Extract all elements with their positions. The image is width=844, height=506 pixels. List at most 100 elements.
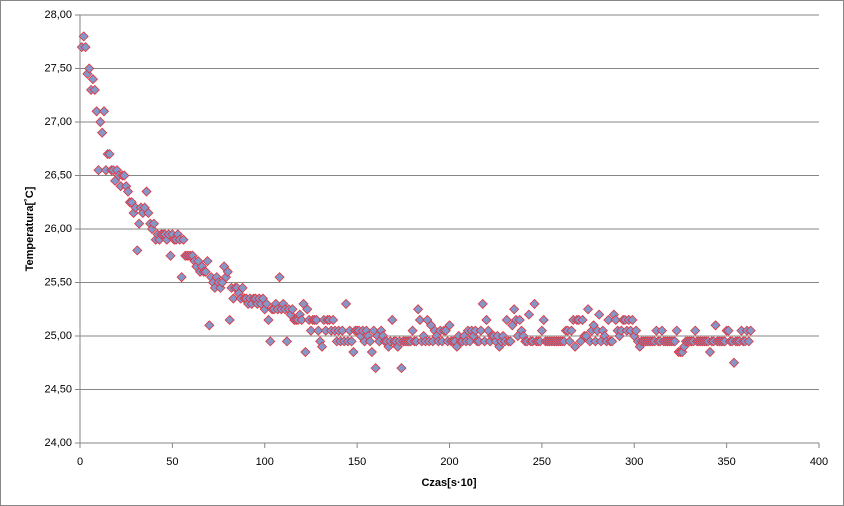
y-tick-label: 25,50: [44, 276, 72, 288]
y-tick-label: 28,00: [44, 9, 72, 21]
x-tick-label: 350: [717, 456, 735, 468]
data-point: [566, 325, 577, 336]
data-point: [396, 363, 407, 374]
data-point: [287, 304, 298, 315]
data-point: [302, 304, 313, 315]
data-point: [204, 320, 215, 331]
data-point: [98, 106, 110, 117]
data-point: [87, 74, 98, 85]
data-point: [704, 346, 716, 358]
data-point: [414, 314, 426, 326]
data-point: [610, 314, 621, 326]
data-point: [122, 186, 134, 197]
x-tick-label: 50: [166, 456, 178, 468]
data-point: [97, 127, 108, 138]
data-point: [366, 346, 377, 358]
data-point: [475, 325, 486, 336]
x-tick-label: 200: [440, 456, 458, 468]
data-point: [631, 325, 642, 336]
data-point: [582, 304, 594, 315]
data-point: [296, 314, 307, 326]
data-point: [536, 325, 547, 336]
y-tick-label: 27,00: [44, 116, 72, 128]
data-point: [311, 314, 322, 326]
data-point: [265, 336, 276, 347]
y-axis-title: Temperatura[˚C]: [24, 186, 36, 271]
data-point: [104, 149, 115, 160]
data-point: [78, 31, 89, 42]
data-point: [263, 314, 274, 326]
data-point: [413, 304, 424, 315]
data-point: [93, 165, 104, 176]
data-point: [728, 357, 740, 368]
data-point: [313, 325, 324, 336]
data-point: [200, 266, 211, 277]
data-point: [538, 314, 549, 326]
data-point: [669, 336, 680, 347]
data-point: [607, 336, 618, 347]
data-point: [509, 304, 520, 315]
data-point: [237, 282, 248, 293]
data-point: [119, 170, 130, 181]
x-axis-title: Czas[s·10]: [421, 477, 476, 489]
y-tick-label: 26,50: [44, 169, 72, 181]
data-point: [627, 314, 638, 326]
data-point: [141, 186, 152, 197]
data-point: [570, 341, 581, 352]
data-point: [348, 346, 359, 358]
data-point: [176, 272, 187, 283]
data-point: [202, 256, 213, 267]
data-point: [165, 250, 176, 261]
data-point: [80, 42, 91, 53]
data-point: [671, 325, 682, 336]
x-tick-label: 250: [533, 456, 551, 468]
x-tick-label: 150: [348, 456, 366, 468]
data-point: [477, 298, 488, 309]
data-point: [564, 336, 575, 347]
data-point: [228, 293, 239, 304]
data-point: [300, 346, 311, 358]
data-point: [337, 325, 348, 336]
data-point: [95, 116, 106, 128]
data-point: [514, 314, 525, 326]
data-point: [594, 309, 605, 320]
y-tick-label: 24,50: [44, 383, 72, 395]
x-tick-label: 100: [256, 456, 274, 468]
data-point: [481, 314, 492, 326]
data-point: [723, 325, 734, 336]
data-point: [261, 298, 272, 309]
data-point: [148, 218, 159, 229]
data-point: [346, 336, 357, 347]
data-point: [523, 309, 535, 320]
x-tick-label: 0: [77, 456, 83, 468]
y-tick-label: 26,00: [44, 223, 72, 235]
data-point: [143, 207, 154, 219]
data-point: [224, 314, 235, 326]
data-point: [222, 266, 233, 277]
data-point: [603, 314, 614, 326]
data-point: [305, 325, 317, 336]
y-tick-label: 24,00: [44, 437, 72, 449]
data-point: [501, 314, 512, 326]
data-point: [89, 84, 100, 95]
data-point: [364, 336, 376, 347]
data-point: [743, 336, 754, 347]
data-point: [505, 336, 516, 347]
data-point: [407, 325, 418, 336]
data-point: [745, 325, 756, 336]
data-point: [274, 272, 285, 283]
data-point: [690, 325, 701, 336]
data-point: [134, 218, 145, 229]
data-point: [132, 245, 143, 256]
data-point: [387, 314, 398, 326]
data-point: [656, 325, 668, 336]
x-tick-label: 400: [810, 456, 828, 468]
data-point: [710, 320, 721, 331]
y-tick-label: 27,50: [44, 62, 72, 74]
data-point: [370, 363, 381, 374]
data-point: [316, 341, 328, 352]
data-point: [340, 298, 352, 309]
data-point: [84, 63, 95, 74]
